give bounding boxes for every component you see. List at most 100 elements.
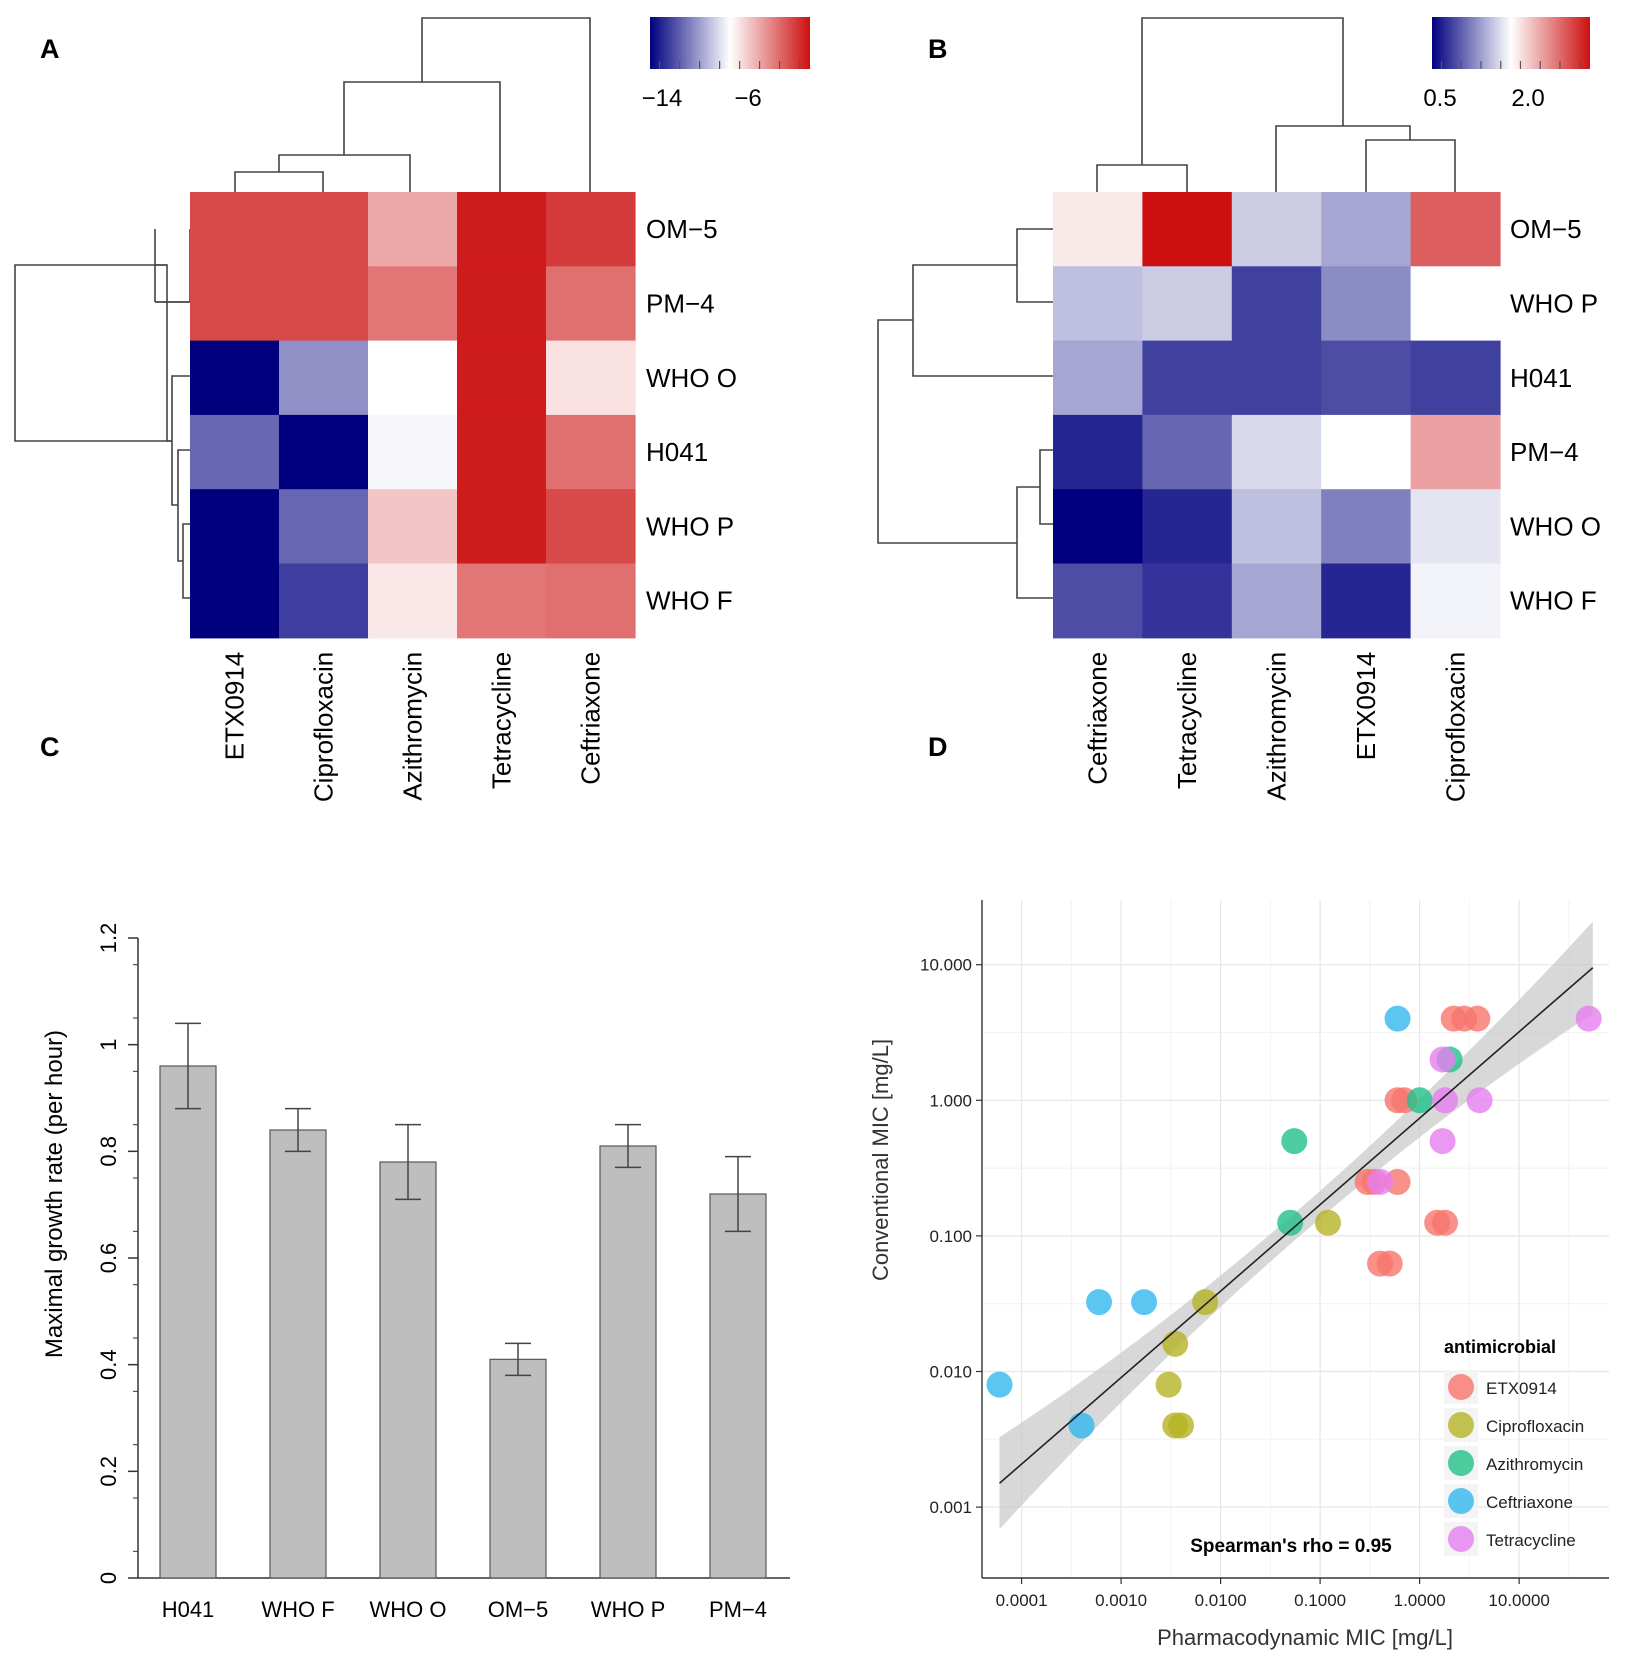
- heatmap-cells-b: [1053, 192, 1501, 639]
- row-labels-a: OM−5 PM−4 WHO O H041 WHO P WHO F: [646, 214, 737, 616]
- legend-label: ETX0914: [1486, 1379, 1557, 1398]
- data-point: [1192, 1289, 1219, 1316]
- heatmap-cell: [279, 489, 369, 565]
- data-point: [1429, 1046, 1456, 1073]
- heatmap-cell: [1410, 340, 1501, 416]
- heatmap-cell: [279, 563, 369, 639]
- heatmap-cell: [546, 340, 636, 416]
- colorbar-b-gradient: [1432, 17, 1590, 69]
- heatmap-cell: [546, 563, 636, 639]
- panel-label-b: B: [928, 34, 948, 64]
- bar: [709, 1193, 767, 1579]
- heatmap-cell: [1142, 563, 1233, 639]
- data-point: [1432, 1087, 1459, 1114]
- row-labels-b: OM−5 WHO P H041 PM−4 WHO O WHO F: [1510, 214, 1601, 616]
- row-label: WHO P: [1510, 288, 1598, 318]
- heatmap-cell: [1053, 340, 1143, 416]
- column-labels-a: ETX0914 Ciprofloxacin Azithromycin Tetracyc…: [220, 652, 606, 802]
- colorbar-a: −14 −6: [642, 17, 810, 112]
- data-point: [1406, 1087, 1433, 1114]
- data-point: [1384, 1005, 1411, 1032]
- heatmap-cell: [1231, 340, 1322, 416]
- heatmap-cell: [1231, 414, 1322, 490]
- legend-label: Azithromycin: [1486, 1455, 1583, 1474]
- data-point: [1464, 1005, 1491, 1032]
- row-label: WHO O: [1510, 511, 1601, 541]
- panel-d-x-tick-label: 1.0000: [1394, 1591, 1446, 1610]
- column-labels-b: Ceftriaxone Tetracycline Azithromycin ETX09…: [1083, 652, 1471, 802]
- heatmap-cell: [1053, 414, 1143, 490]
- legend-key: [1448, 1374, 1474, 1400]
- heatmap-cell: [279, 340, 369, 416]
- data-point: [1155, 1371, 1182, 1398]
- panel-c-y-axis-label: Maximal growth rate (per hour): [41, 1030, 68, 1358]
- data-point: [1162, 1330, 1189, 1357]
- heatmap-cell: [1142, 340, 1233, 416]
- panel-d-x-axis-label: Pharmacodynamic MIC [mg/L]: [1157, 1625, 1453, 1650]
- heatmap-cell: [1321, 414, 1412, 490]
- heatmap-cell: [1410, 266, 1501, 342]
- heatmap-cell: [1410, 489, 1501, 565]
- panel-c-y-tick-label: 0.8: [96, 1136, 121, 1167]
- heatmap-cell: [279, 414, 369, 490]
- panel-label-a: A: [40, 34, 60, 64]
- heatmap-cell: [457, 563, 547, 639]
- panel-d-y-tick-label: 0.001: [929, 1498, 972, 1517]
- heatmap-cell: [190, 192, 280, 267]
- column-label: Tetracycline: [1172, 652, 1202, 789]
- panel-label-d: D: [928, 732, 948, 762]
- bar: [599, 1145, 657, 1579]
- panel-c-y-tick-label: 1: [96, 1039, 121, 1051]
- scatter-panel-d: 0.0001 0.0010 0.0100 0.1000 1.0000 10.0000 0.0…: [868, 900, 1609, 1650]
- panel-d-y-tick-label: 1.000: [929, 1091, 972, 1110]
- heatmap-cell: [546, 266, 636, 342]
- panel-d-y-tick-label: 10.000: [920, 956, 972, 975]
- panel-c-y-tick-label: 1.2: [96, 923, 121, 954]
- fit-line: [998, 967, 1594, 1484]
- row-label: OM−5: [646, 214, 718, 244]
- heatmap-cell: [1231, 266, 1322, 342]
- row-label: PM−4: [646, 288, 715, 318]
- row-label: OM−5: [1510, 214, 1582, 244]
- heatmap-cell: [1142, 489, 1233, 565]
- colorbar-b-label-high: 2.0: [1511, 85, 1544, 112]
- row-label: WHO F: [1510, 586, 1597, 616]
- heatmap-cell: [190, 340, 280, 416]
- row-label: WHO P: [646, 511, 734, 541]
- heatmap-panel-a: OM−5 PM−4 WHO O H041 WHO P WHO F ETX0914 Cipro…: [14, 17, 810, 802]
- heatmap-cell: [1321, 489, 1412, 565]
- panel-d-x-tick-label: 10.0000: [1488, 1591, 1549, 1610]
- heatmap-cell: [1142, 266, 1233, 342]
- column-label: Ciprofloxacin: [1440, 652, 1470, 802]
- colorbar-a-ticks: [658, 61, 801, 69]
- heatmap-cell: [368, 340, 458, 416]
- row-label: PM−4: [1510, 437, 1579, 467]
- panel-d-x-tick-label: 0.0100: [1195, 1591, 1247, 1610]
- bar: [269, 1129, 327, 1579]
- colorbar-b: 0.5 2.0: [1423, 17, 1590, 112]
- heatmap-cell: [1053, 192, 1143, 267]
- heatmap-cell: [1231, 489, 1322, 565]
- heatmap-cell: [1321, 266, 1412, 342]
- heatmap-cell: [1053, 266, 1143, 342]
- heatmap-cell: [546, 489, 636, 565]
- bar: [379, 1161, 437, 1579]
- heatmap-cell: [457, 266, 547, 342]
- data-point: [986, 1371, 1013, 1398]
- panel-d-x-tick-label: 0.1000: [1294, 1591, 1346, 1610]
- panel-d-x-tick-label: 0.0001: [996, 1591, 1048, 1610]
- column-label: ETX0914: [220, 652, 250, 760]
- row-label: WHO O: [646, 363, 737, 393]
- panel-c-x-tick-label: PM−4: [709, 1597, 767, 1622]
- panel-c-x-tick-label: H041: [162, 1597, 215, 1622]
- column-label: Azithromycin: [398, 652, 428, 801]
- panel-c-x-tick-label: WHO O: [370, 1597, 447, 1622]
- data-point: [1367, 1168, 1394, 1195]
- bar: [159, 1065, 217, 1579]
- column-label: Azithromycin: [1262, 652, 1292, 801]
- colorbar-a-gradient: [650, 17, 810, 69]
- data-point: [1131, 1289, 1158, 1316]
- panel-d-annotation: Spearman's rho = 0.95: [1190, 1536, 1392, 1557]
- heatmap-cell: [1410, 192, 1501, 267]
- bar: [489, 1358, 547, 1579]
